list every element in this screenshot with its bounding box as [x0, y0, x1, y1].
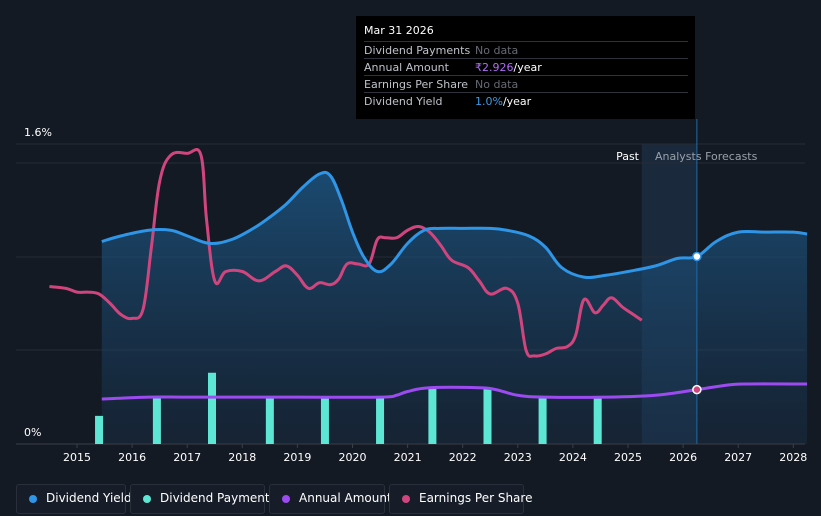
dividend-payments-dot-icon [143, 495, 151, 503]
y-axis-bottom-label: 0% [24, 426, 41, 439]
tooltip-row-annual-amount: Annual Amount ₹2.926/year [364, 58, 688, 76]
tooltip: Mar 31 2026 Dividend Payments No data An… [356, 16, 695, 119]
legend-label: Dividend Payments [160, 491, 276, 505]
legend-earnings-per-share[interactable]: Earnings Per Share [389, 484, 532, 514]
earnings-per-share-dot-icon [402, 495, 410, 503]
eps-line [49, 148, 643, 358]
tooltip-value-wrap: ₹2.926/year [475, 61, 542, 74]
tooltip-row-dividend-payments: Dividend Payments No data [364, 41, 688, 59]
tooltip-unit: /year [502, 95, 532, 108]
annual-amount-marker [692, 384, 702, 395]
x-tick-label: 2019 [283, 451, 311, 464]
x-tick-label: 2024 [559, 451, 587, 464]
legend-dividend-payments[interactable]: Dividend Payments [130, 484, 276, 514]
tooltip-value: No data [475, 78, 519, 91]
tooltip-value: ₹2.926 [475, 61, 514, 74]
tooltip-label: Dividend Yield [364, 95, 443, 108]
tooltip-value: No data [475, 44, 519, 57]
tooltip-label: Earnings Per Share [364, 78, 469, 91]
tooltip-label: Annual Amount [364, 61, 449, 74]
dividend-yield-dot-icon [29, 495, 37, 503]
dividend-payment-bar [265, 397, 274, 444]
dividend-payment-bar [376, 397, 385, 444]
tooltip-value-wrap: 1.0%/year [475, 95, 531, 108]
x-tick-label: 2027 [724, 451, 752, 464]
legend-label: Earnings Per Share [419, 491, 533, 505]
legend-annual-amount[interactable]: Annual Amount [269, 484, 392, 514]
y-axis-top-label: 1.6% [24, 126, 52, 139]
dividend-payment-bar [538, 397, 547, 444]
x-tick-label: 2016 [118, 451, 146, 464]
dividend-payment-bar [152, 397, 161, 444]
dividend-payment-bar [593, 397, 602, 444]
tooltip-date: Mar 31 2026 [364, 24, 434, 37]
dividend-payment-bar [320, 397, 329, 444]
tooltip-value: 1.0% [475, 95, 503, 108]
dividend-payment-bar [483, 387, 492, 444]
tooltip-label: Dividend Payments [364, 44, 471, 57]
tooltip-unit: /year [513, 61, 542, 74]
x-tick-label: 2018 [228, 451, 256, 464]
legend-label: Annual Amount [299, 491, 392, 505]
x-tick-label: 2021 [394, 451, 422, 464]
x-tick-label: 2026 [669, 451, 697, 464]
dividend-yield-area [101, 172, 808, 444]
dividend-payment-bar [95, 415, 104, 444]
x-tick-label: 2020 [339, 451, 367, 464]
past-label: Past [616, 150, 640, 163]
x-tick-label: 2028 [779, 451, 807, 464]
tooltip-row-eps: Earnings Per Share No data [364, 75, 688, 93]
dividend-payment-bar [428, 387, 437, 444]
x-tick-label: 2017 [173, 451, 201, 464]
annual-amount-dot-icon [282, 495, 290, 503]
dividend-yield-marker [692, 251, 702, 262]
dividend-payment-bar [207, 372, 216, 444]
legend-label: Dividend Yield [46, 491, 132, 505]
dividend-yield-line [101, 170, 808, 280]
legend-dividend-yield[interactable]: Dividend Yield [16, 484, 132, 514]
forecast-label: Analysts Forecasts [655, 150, 758, 163]
tooltip-row-dividend-yield: Dividend Yield 1.0%/year [364, 92, 688, 110]
x-tick-label: 2025 [614, 451, 642, 464]
dividend-chart: 2015 2016 2017 2018 2019 2020 2021 2022 2023 2024… [16, 119, 808, 464]
x-tick-label: 2022 [449, 451, 477, 464]
x-tick-label: 2015 [63, 451, 91, 464]
x-tick-label: 2023 [504, 451, 532, 464]
